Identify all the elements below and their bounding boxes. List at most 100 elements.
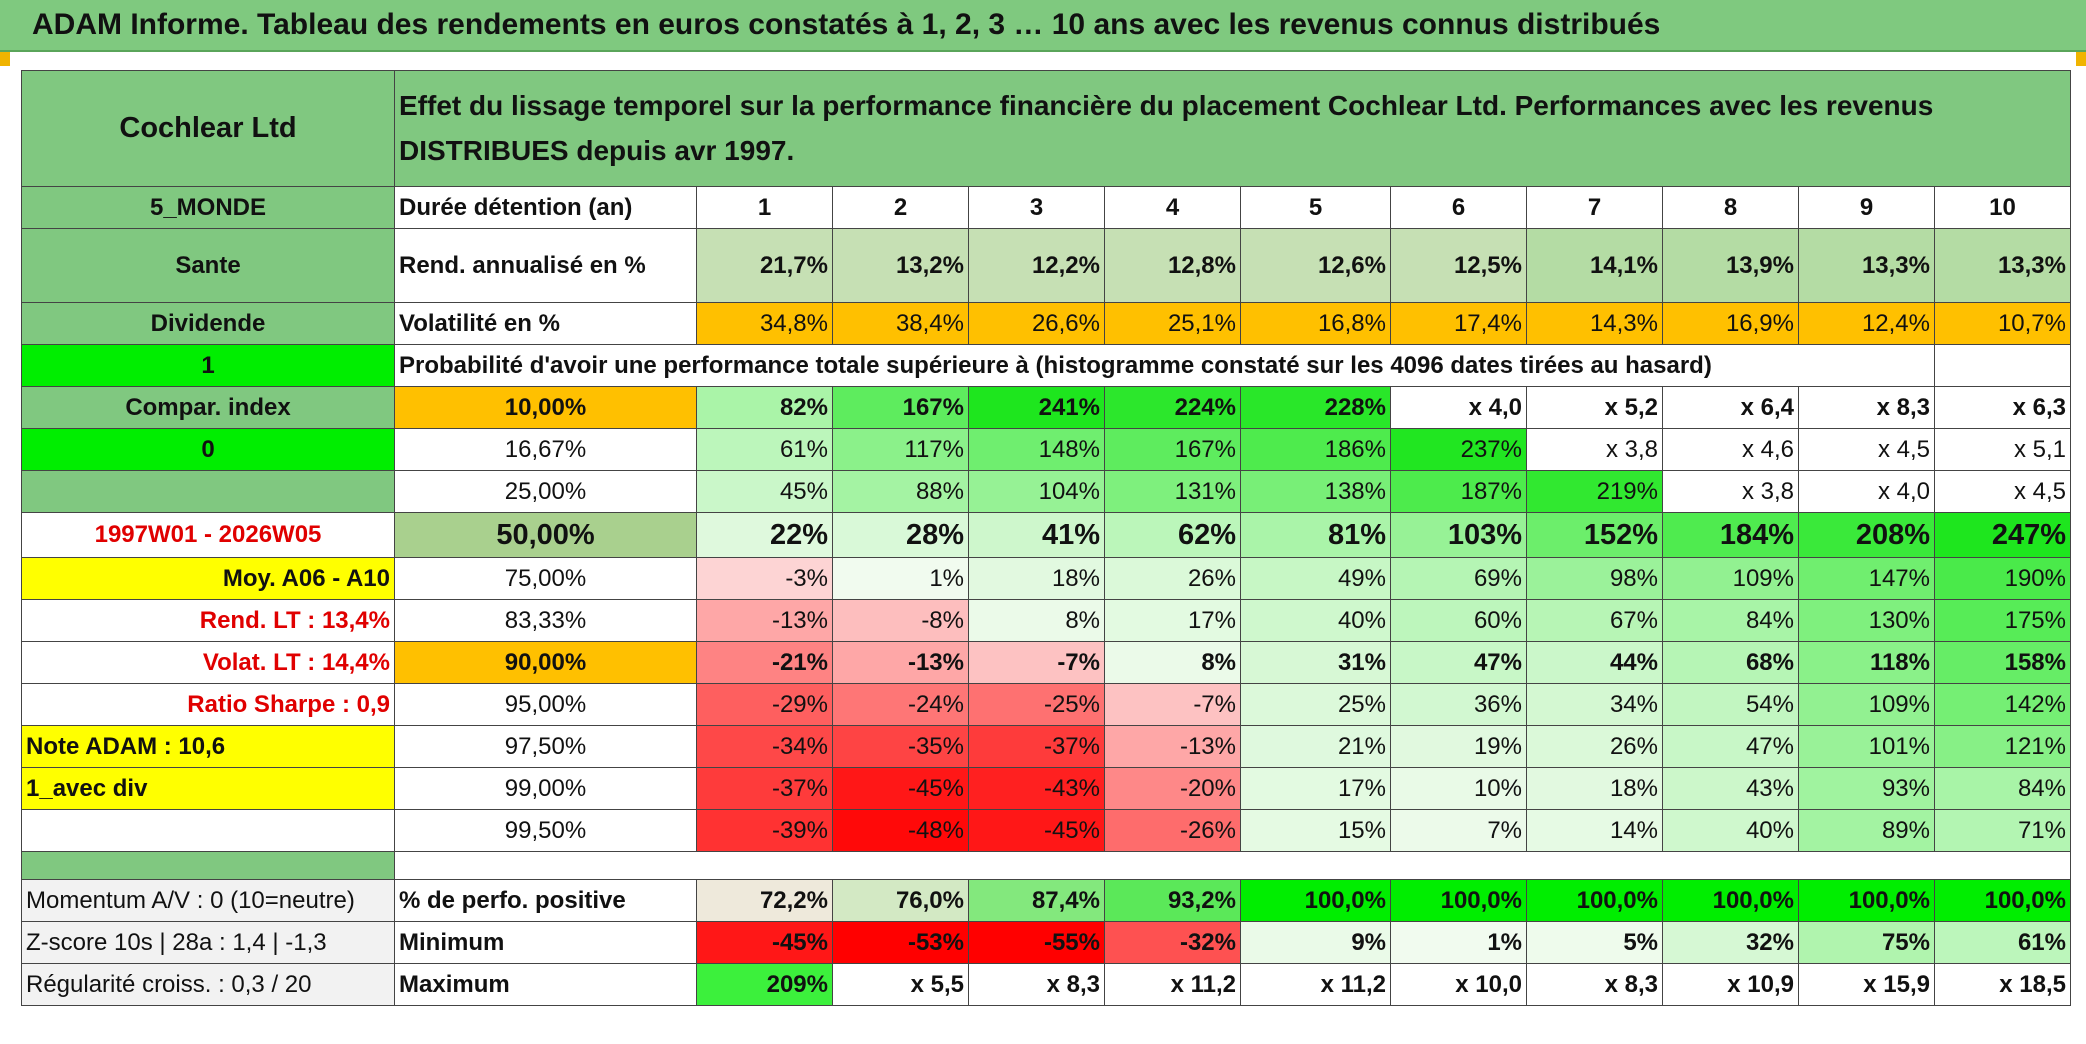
prob-value: 88% xyxy=(832,470,969,513)
corner-marker xyxy=(2076,52,2086,66)
prob-value: x 8,3 xyxy=(1798,386,1935,429)
prob-value: 61% xyxy=(696,428,833,471)
vol-value: 17,4% xyxy=(1390,302,1527,345)
prob-threshold: 97,50% xyxy=(394,725,697,768)
prob-value: 15% xyxy=(1240,809,1391,852)
prob-threshold: 99,00% xyxy=(394,767,697,810)
max-value: x 10,9 xyxy=(1662,963,1799,1006)
prob-value: -26% xyxy=(1104,809,1241,852)
prob-row: Note ADAM : 10,6 97,50% -34% -35% -37% -13% 21… xyxy=(21,725,2071,768)
min-value: -53% xyxy=(832,921,969,964)
prob-threshold: 75,00% xyxy=(394,557,697,600)
vol-value: 16,8% xyxy=(1240,302,1391,345)
pos-value: 93,2% xyxy=(1104,879,1241,922)
rend-value: 13,2% xyxy=(832,228,969,303)
prob-value: -13% xyxy=(696,599,833,642)
prob-row: 1_avec div 99,00% -37% -45% -43% -20% 17% 10% 18… xyxy=(21,767,2071,810)
prob-value: -24% xyxy=(832,683,969,726)
dividend-label: Dividende xyxy=(21,302,395,345)
table-description: Effet du lissage temporel sur la perform… xyxy=(394,70,2071,187)
prob-value: 224% xyxy=(1104,386,1241,429)
prob-value: 104% xyxy=(968,470,1105,513)
prob-value: x 6,4 xyxy=(1662,386,1799,429)
prob-value: 117% xyxy=(832,428,969,471)
prob-value: 187% xyxy=(1390,470,1527,513)
prob-value: 147% xyxy=(1798,557,1935,600)
prob-value: 18% xyxy=(1526,767,1663,810)
company-name: Cochlear Ltd xyxy=(21,70,395,187)
vol-label: Volatilité en % xyxy=(394,302,697,345)
rend-lt-label: Rend. LT : 13,4% xyxy=(21,599,395,642)
prob-value: -3% xyxy=(696,557,833,600)
prob-value: 152% xyxy=(1526,512,1663,558)
pos-value: 100,0% xyxy=(1798,879,1935,922)
vol-value: 38,4% xyxy=(832,302,969,345)
rend-value: 12,5% xyxy=(1390,228,1527,303)
prob-value: 45% xyxy=(696,470,833,513)
prob-value: 247% xyxy=(1934,512,2071,558)
prob-threshold: 25,00% xyxy=(394,470,697,513)
prob-value: -7% xyxy=(968,641,1105,684)
min-value: 75% xyxy=(1798,921,1935,964)
prob-value: -45% xyxy=(832,767,969,810)
prob-value: x 4,6 xyxy=(1662,428,1799,471)
duration-header: 7 xyxy=(1526,186,1663,229)
prob-value: x 4,0 xyxy=(1798,470,1935,513)
min-value: 61% xyxy=(1934,921,2071,964)
prob-value: 130% xyxy=(1798,599,1935,642)
pos-value: 72,2% xyxy=(696,879,833,922)
prob-value: 71% xyxy=(1934,809,2071,852)
prob-value: x 3,8 xyxy=(1526,428,1663,471)
prob-value: -20% xyxy=(1104,767,1241,810)
prob-value: 131% xyxy=(1104,470,1241,513)
max-label: Maximum xyxy=(394,963,697,1006)
prob-value: 84% xyxy=(1934,767,2071,810)
prob-row: 25,00% 45% 88% 104% 131% 138% 187% 219% x 3,8 x 4… xyxy=(21,470,2071,513)
max-value: x 11,2 xyxy=(1240,963,1391,1006)
spacer-cell xyxy=(394,851,2071,880)
prob-threshold: 16,67% xyxy=(394,428,697,471)
prob-threshold: 99,50% xyxy=(394,809,697,852)
prob-value: 54% xyxy=(1662,683,1799,726)
positive-row: Momentum A/V : 0 (10=neutre)% de perfo. … xyxy=(21,879,2071,922)
table-body: Cochlear Ltd Effet du lissage temporel su… xyxy=(21,70,2071,1006)
prob-value: 28% xyxy=(832,512,969,558)
pos-value: 76,0% xyxy=(832,879,969,922)
prob-value: -45% xyxy=(968,809,1105,852)
prob-row: Rend. LT : 13,4% 83,33% -13% -8% 8% 17% 40% 60%… xyxy=(21,599,2071,642)
prob-value: 40% xyxy=(1240,599,1391,642)
moy-label: Moy. A06 - A10 xyxy=(21,557,395,600)
prob-value: 43% xyxy=(1662,767,1799,810)
prob-value: -48% xyxy=(832,809,969,852)
prob-threshold: 95,00% xyxy=(394,683,697,726)
max-row: Régularité croiss. : 0,3 / 20 Maximum 209%… xyxy=(21,963,2071,1006)
prob-value: -37% xyxy=(968,725,1105,768)
prob-value: 109% xyxy=(1798,683,1935,726)
empty-cell xyxy=(21,809,395,852)
prob-value: x 5,2 xyxy=(1526,386,1663,429)
prob-row: Ratio Sharpe : 0,9 95,00% -29% -24% -25% -7% 2… xyxy=(21,683,2071,726)
prob-value: 17% xyxy=(1104,599,1241,642)
duration-header: 10 xyxy=(1934,186,2071,229)
prob-value: 26% xyxy=(1526,725,1663,768)
vol-value: 26,6% xyxy=(968,302,1105,345)
prob-value: 103% xyxy=(1390,512,1527,558)
prob-value: 69% xyxy=(1390,557,1527,600)
prob-value: -29% xyxy=(696,683,833,726)
duration-header: 2 xyxy=(832,186,969,229)
rend-label: Rend. annualisé en % xyxy=(394,228,697,303)
pos-value: 100,0% xyxy=(1662,879,1799,922)
prob-value: -13% xyxy=(1104,725,1241,768)
prob-value: 25% xyxy=(1240,683,1391,726)
prob-value: 40% xyxy=(1662,809,1799,852)
prob-row: Moy. A06 - A10 75,00% -3% 1% 18% 26% 49% 69% 98%… xyxy=(21,557,2071,600)
prob-value: 98% xyxy=(1526,557,1663,600)
prob-value: 44% xyxy=(1526,641,1663,684)
prob-value: -35% xyxy=(832,725,969,768)
prob-value: 47% xyxy=(1662,725,1799,768)
prob-value: 1% xyxy=(832,557,969,600)
report-title: ADAM Informe. Tableau des rendements en … xyxy=(32,8,1661,41)
momentum-label: Momentum A/V : 0 (10=neutre) xyxy=(21,879,395,922)
prob-row: Volat. LT : 14,4% 90,00% -21% -13% -7% 8% 31% 4… xyxy=(21,641,2071,684)
volat-lt-label: Volat. LT : 14,4% xyxy=(21,641,395,684)
